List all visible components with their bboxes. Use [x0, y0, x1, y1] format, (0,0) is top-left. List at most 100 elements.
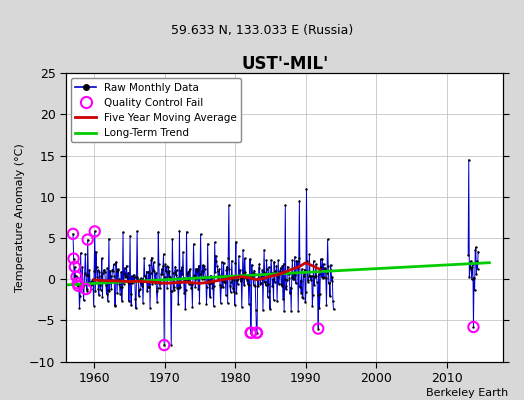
Point: [228, 276, 236, 282]
Point: [154, 285, 162, 292]
Point: [266, 306, 274, 312]
Point: [95, 268, 104, 275]
Point: [274, 274, 282, 280]
Point: [236, 278, 245, 284]
Point: [81, 270, 89, 276]
Point: [162, 268, 170, 275]
Point: [216, 300, 225, 306]
Point: [192, 266, 200, 272]
Point: [251, 283, 259, 290]
Point: [175, 228, 183, 234]
Point: [269, 297, 278, 303]
Point: [298, 294, 307, 300]
Point: [277, 281, 286, 287]
Point: [90, 302, 98, 309]
Point: [144, 284, 152, 290]
Point: [236, 267, 244, 273]
Point: [464, 252, 472, 258]
Point: [145, 284, 153, 290]
Point: [99, 270, 107, 277]
Point: [284, 268, 292, 275]
Point: [122, 273, 130, 279]
Point: [318, 256, 326, 262]
Point: [263, 257, 271, 264]
Point: [202, 301, 211, 307]
Point: [215, 266, 224, 272]
Point: [129, 272, 138, 278]
Point: [176, 284, 184, 290]
Point: [138, 282, 146, 289]
Point: [211, 239, 219, 245]
Point: [275, 270, 283, 277]
Point: [179, 249, 187, 255]
Point: [177, 267, 185, 274]
Point: [91, 228, 99, 234]
Point: [181, 306, 190, 312]
Point: [104, 287, 113, 293]
Point: [287, 284, 295, 291]
Point: [72, 273, 80, 280]
Point: [235, 272, 244, 278]
Point: [117, 269, 125, 275]
Point: [309, 258, 318, 264]
Point: [239, 270, 248, 276]
Point: [216, 282, 224, 288]
Point: [191, 274, 199, 280]
Point: [235, 253, 243, 259]
Point: [143, 268, 151, 275]
Point: [217, 284, 225, 290]
Point: [162, 263, 171, 270]
Point: [89, 276, 97, 282]
Point: [101, 278, 110, 284]
Point: [125, 280, 134, 286]
Point: [212, 258, 221, 264]
Point: [268, 270, 276, 276]
Point: [230, 289, 238, 295]
Title: UST'-MIL': UST'-MIL': [241, 55, 329, 73]
Y-axis label: Temperature Anomaly (°C): Temperature Anomaly (°C): [15, 143, 25, 292]
Point: [250, 270, 259, 277]
Point: [312, 261, 320, 267]
Point: [186, 266, 194, 272]
Point: [285, 275, 293, 282]
Point: [470, 324, 478, 330]
Point: [289, 276, 297, 282]
Point: [150, 267, 158, 274]
Point: [268, 283, 277, 289]
Point: [473, 258, 481, 264]
Point: [71, 273, 80, 279]
Point: [144, 268, 152, 275]
Point: [141, 273, 149, 279]
Point: [244, 274, 253, 280]
Point: [179, 275, 188, 282]
Point: [104, 297, 112, 304]
Point: [170, 268, 179, 275]
Point: [325, 279, 334, 286]
Point: [258, 267, 267, 273]
Point: [466, 258, 475, 264]
Point: [174, 301, 182, 308]
Point: [223, 264, 231, 270]
Point: [102, 291, 111, 297]
Point: [75, 285, 83, 292]
Point: [71, 264, 79, 270]
Point: [322, 302, 331, 308]
Point: [130, 278, 138, 284]
Point: [93, 267, 102, 274]
Point: [74, 282, 82, 289]
Point: [131, 296, 139, 302]
Point: [470, 324, 478, 330]
Point: [105, 288, 114, 294]
Point: [167, 288, 175, 294]
Point: [83, 236, 92, 243]
Point: [237, 304, 246, 310]
Point: [234, 280, 242, 287]
Point: [171, 264, 180, 270]
Point: [321, 266, 330, 272]
Point: [280, 276, 289, 282]
Point: [267, 256, 276, 263]
Point: [213, 262, 221, 269]
Point: [302, 185, 311, 192]
Point: [83, 287, 91, 294]
Point: [234, 276, 243, 282]
